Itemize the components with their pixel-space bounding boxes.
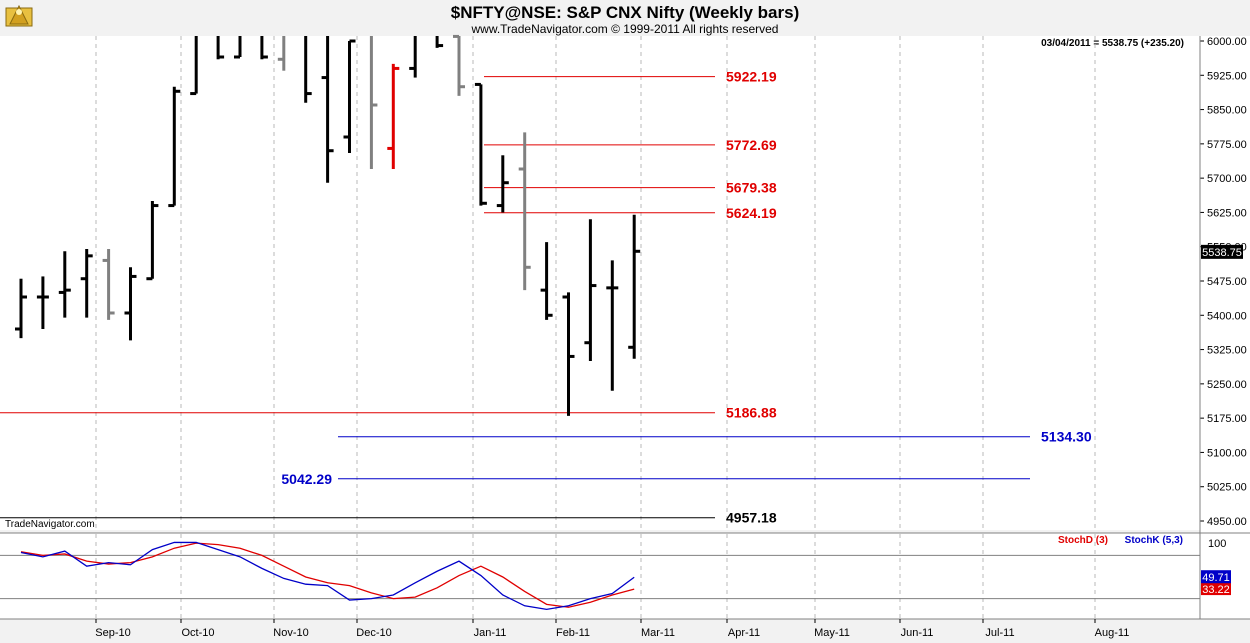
stoch-series-line (20, 541, 635, 611)
chart-title: $NFTY@NSE: S&P CNX Nifty (Weekly bars) (451, 3, 799, 22)
level-label: 5772.69 (726, 137, 777, 153)
legend-stochk: StochK (5,3) (1125, 535, 1183, 546)
x-axis: Sep-10 Oct-10 Nov-10 Dec-10 Jan-11 Feb-11 Mar-… (95, 619, 1129, 639)
ohlc-bar (369, 36, 378, 169)
ytick-label: 5325.00 (1207, 345, 1247, 357)
axis-area (1200, 36, 1250, 619)
xtick-label: Feb-11 (556, 627, 590, 639)
ohlc-bar (562, 292, 575, 416)
ytick-label: 6000.00 (1207, 36, 1247, 48)
ohlc-bar (409, 36, 417, 78)
ohlc-bar (234, 36, 242, 59)
ohlc-bar (277, 36, 286, 71)
ohlc-bar (343, 39, 356, 153)
vertical-gridlines (95, 36, 1096, 619)
stoch-last-box (1201, 570, 1231, 584)
level-label: 4957.18 (726, 510, 777, 526)
xtick-label: Jun-11 (901, 627, 934, 639)
y-axis: 6000.00 5925.00 5850.00 5775.00 5700.00 5625.… (1200, 36, 1247, 528)
main-plot-area (0, 36, 1200, 530)
xtick-label: Nov-10 (273, 627, 308, 639)
xtick-label: Sep-10 (95, 627, 130, 639)
ytick-label: 5175.00 (1207, 413, 1247, 425)
ohlc-bar (628, 214, 641, 359)
price-bars (15, 34, 641, 416)
ytick-label: 5400.00 (1207, 310, 1247, 322)
xtick-label: Jul-11 (985, 627, 1014, 639)
xtick-label: May-11 (814, 627, 850, 639)
legend-stochd: StochD (3) (1058, 535, 1108, 546)
level-label: 5042.29 (281, 471, 332, 487)
last-price-info: 03/04/2011 = 5538.75 (+235.20) (1041, 38, 1184, 49)
ohlc-bar (540, 242, 553, 320)
ytick-label: 5625.00 (1207, 207, 1247, 219)
ytick-label: 4950.00 (1207, 516, 1247, 528)
ohlc-bar (190, 36, 198, 96)
last-price-label: 5538.75 (1202, 247, 1242, 259)
ytick-label: 5025.00 (1207, 482, 1247, 494)
ohlc-bar (58, 251, 71, 318)
xtick-label: Jan-11 (474, 627, 507, 639)
ohlc-bar (496, 155, 509, 213)
ohlc-bar (474, 82, 487, 206)
ohlc-bar (15, 278, 27, 339)
ohlc-bar (606, 260, 619, 391)
xtick-label: Oct-10 (181, 627, 214, 639)
level-label: 5922.19 (726, 69, 777, 85)
ohlc-bar (321, 36, 334, 183)
ohlc-bar (260, 36, 268, 60)
stoch-last-label: 49.71 (1202, 572, 1230, 584)
ohlc-bar (435, 36, 444, 48)
ohlc-bar (102, 249, 115, 320)
ohlc-bar (304, 36, 312, 103)
xtick-label: Dec-10 (356, 627, 391, 639)
trade-navigator-logo (5, 4, 33, 27)
support-resistance-levels: 5922.19 5772.69 5679.38 5624.19 5186.88 5134.… (0, 69, 1092, 526)
ohlc-bar (216, 36, 225, 60)
xtick-label: Mar-11 (641, 627, 675, 639)
ohlc-bar (453, 34, 465, 96)
ytick-label: 5775.00 (1207, 139, 1247, 151)
ohlc-bar (146, 201, 159, 281)
stoch-last-label: 33.22 (1202, 584, 1230, 596)
ohlc-bar (584, 219, 597, 361)
last-price-marker: 5538.75 (1201, 244, 1243, 259)
stoch-ytick-100: 100 (1208, 538, 1226, 550)
xtick-label: Aug-11 (1095, 627, 1130, 639)
level-label: 5134.30 (1041, 429, 1092, 445)
ohlc-bar (80, 249, 93, 318)
stoch-series-line (20, 542, 635, 608)
stoch-plot-area (0, 533, 1200, 619)
ohlc-bar (518, 132, 531, 291)
xtick-label: Apr-11 (728, 627, 760, 639)
ohlc-bar (36, 276, 49, 329)
ohlc-bar (168, 86, 181, 208)
ohlc-bar (387, 63, 400, 169)
level-label: 5624.19 (726, 205, 777, 221)
stoch-last-box (1201, 582, 1231, 596)
ytick-label: 5100.00 (1207, 447, 1247, 459)
ytick-label: 5250.00 (1207, 379, 1247, 391)
watermark: TradeNavigator.com (5, 519, 95, 530)
ytick-label: 5700.00 (1207, 173, 1247, 185)
chart-subtitle: www.TradeNavigator.com © 1999-2011 All r… (471, 22, 779, 36)
ohlc-bar (124, 267, 137, 341)
level-label: 5679.38 (726, 180, 777, 196)
ytick-label: 5475.00 (1207, 276, 1247, 288)
ytick-label: 5925.00 (1207, 70, 1247, 82)
level-label: 5186.88 (726, 405, 777, 421)
ytick-label: 5850.00 (1207, 105, 1247, 117)
